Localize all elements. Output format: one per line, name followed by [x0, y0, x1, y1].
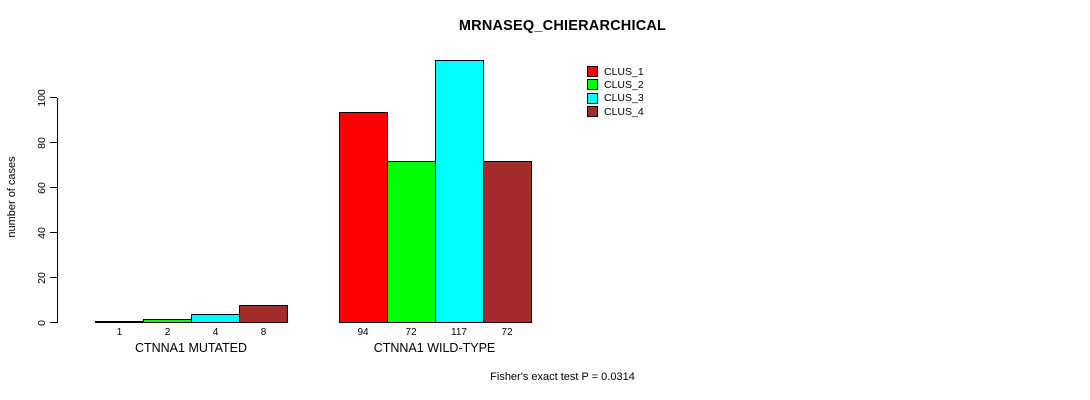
bar	[95, 320, 144, 323]
legend-label: CLUS_1	[604, 65, 644, 78]
legend-item: CLUS_1	[587, 65, 644, 78]
y-tick-label: 40	[36, 226, 48, 239]
y-tick-label: 0	[36, 319, 48, 326]
y-tick	[50, 232, 57, 233]
y-axis-label: number of cases	[6, 156, 18, 238]
group-label: CTNNA1 WILD-TYPE	[373, 341, 496, 355]
legend-label: CLUS_3	[604, 92, 644, 105]
y-tick	[50, 142, 57, 143]
bar	[434, 59, 484, 323]
bar-value-label: 72	[405, 327, 417, 338]
y-tick-label: 100	[36, 88, 48, 107]
legend-item: CLUS_3	[587, 92, 644, 105]
legend-swatch	[587, 92, 598, 104]
bar	[482, 161, 532, 323]
bar-value-label: 117	[451, 327, 467, 338]
legend-label: CLUS_2	[604, 78, 644, 91]
bar-value-label: 2	[164, 327, 171, 338]
y-tick	[50, 187, 57, 188]
y-tick	[50, 322, 57, 323]
footer-text: Fisher's exact test P = 0.0314	[490, 371, 635, 383]
bar	[386, 161, 436, 323]
bar-value-label: 8	[260, 327, 267, 338]
bar	[143, 318, 192, 323]
y-tick	[50, 97, 57, 98]
legend-swatch	[587, 106, 598, 118]
y-tick-label: 20	[36, 271, 48, 284]
legend: CLUS_1 CLUS_2 CLUS_3 CLUS_4	[587, 65, 644, 118]
bar-value-label: 1	[116, 327, 123, 338]
legend-item: CLUS_4	[587, 105, 644, 118]
group-label: CTNNA1 MUTATED	[134, 341, 248, 355]
bar	[239, 305, 288, 323]
y-tick-label: 60	[36, 181, 48, 194]
legend-label: CLUS_4	[604, 105, 644, 118]
y-tick-label: 80	[36, 136, 48, 149]
bar	[191, 314, 240, 323]
y-tick	[50, 277, 57, 278]
y-axis-line	[57, 97, 58, 323]
legend-swatch	[587, 66, 598, 78]
chart-title: MRNASEQ_CHIERARCHICAL	[458, 18, 667, 34]
bar	[338, 111, 388, 323]
legend-item: CLUS_2	[587, 78, 644, 91]
legend-swatch	[587, 79, 598, 91]
bar-value-label: 72	[501, 327, 513, 338]
bar-value-label: 94	[357, 327, 369, 338]
bar-value-label: 4	[212, 327, 219, 338]
